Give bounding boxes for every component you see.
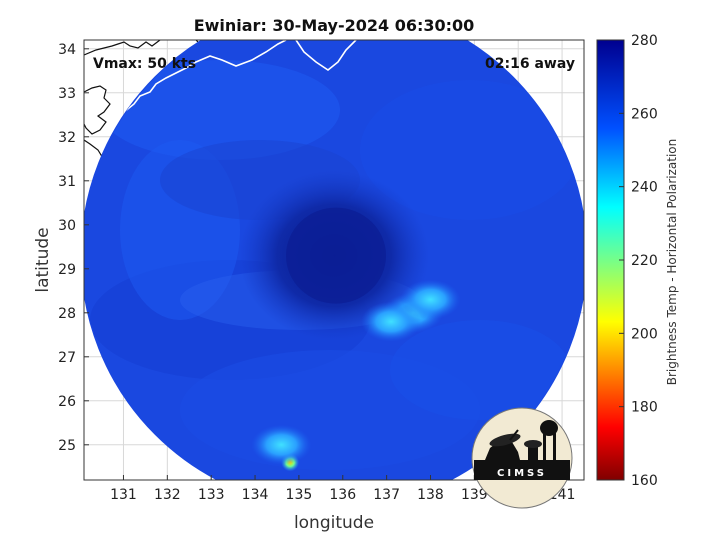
brightness-swath <box>84 40 584 480</box>
y-tick-label: 25 <box>58 438 76 454</box>
colorbar-tick-label: 240 <box>631 180 658 196</box>
x-tick-label: 134 <box>242 487 269 503</box>
colorbar-tick-label: 220 <box>631 253 658 269</box>
x-tick-label: 137 <box>373 487 400 503</box>
cloud-band <box>361 301 422 342</box>
y-tick-label: 34 <box>58 42 76 58</box>
x-axis-label: longitude <box>294 513 374 533</box>
colorbar-tick-label: 260 <box>631 106 658 122</box>
x-tick-label: 132 <box>154 487 181 503</box>
colorbar-tick-label: 160 <box>631 473 658 489</box>
axes-frame <box>83 39 585 481</box>
cloud-band <box>400 279 461 320</box>
y-axis-label: latitude <box>33 227 53 292</box>
y-axis: 25 26 27 28 29 30 31 32 33 34 <box>58 42 89 454</box>
time-offset-annotation: 02:16 away <box>485 56 575 72</box>
x-tick-label: 131 <box>110 487 137 503</box>
y-tick-label: 31 <box>58 174 76 190</box>
colorbar: 160 180 200 220 240 260 280 Brightness Temp - … <box>596 33 679 489</box>
colorbar-tick-label: 280 <box>631 33 658 49</box>
cimss-logo: CIMSS <box>471 407 573 509</box>
x-tick-label: 135 <box>286 487 313 503</box>
logo-text: CIMSS <box>497 468 547 479</box>
y-tick-label: 30 <box>58 218 76 234</box>
storm-eye <box>286 207 386 304</box>
colorbar-ticks: 160 180 200 220 240 260 280 <box>619 33 658 489</box>
chart-title: Ewiniar: 30-May-2024 06:30:00 <box>194 16 475 35</box>
y-tick-label: 32 <box>58 130 76 146</box>
y-tick-label: 27 <box>58 350 76 366</box>
x-tick-label: 136 <box>329 487 356 503</box>
x-tick-label: 133 <box>198 487 225 503</box>
y-tick-label: 26 <box>58 394 76 410</box>
x-tick-label: 138 <box>417 487 444 503</box>
colorbar-label: Brightness Temp - Horizontal Polarizatio… <box>665 139 679 386</box>
x-tick-label: 139 <box>461 487 488 503</box>
y-tick-label: 29 <box>58 262 76 278</box>
colorbar-tick-label: 180 <box>631 400 658 416</box>
y-tick-label: 33 <box>58 86 76 102</box>
y-tick-label: 28 <box>58 306 76 322</box>
cloud-band <box>251 424 312 465</box>
colorbar-tick-label: 200 <box>631 326 658 342</box>
vmax-annotation: Vmax: 50 kts <box>93 56 196 72</box>
